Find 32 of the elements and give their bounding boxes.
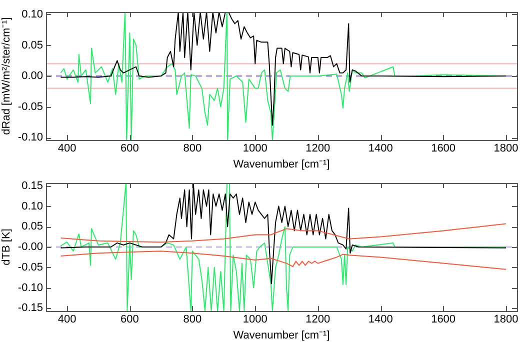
- y-tick-label: 0.10: [22, 200, 43, 212]
- x-tick-label: 1200: [306, 314, 330, 326]
- x-tick-label: 1600: [431, 314, 456, 326]
- y-tick-label: -0.15: [18, 302, 43, 314]
- x-tick-label: 1000: [242, 142, 268, 155]
- y-tick-label: -0.05: [18, 261, 43, 274]
- y-tick-label: 0.05: [22, 39, 43, 52]
- x-tick-label: 600: [120, 314, 139, 326]
- y-axis-title: dRad [mW/m²/ster/cm⁻¹]: [0, 17, 13, 135]
- y-tick-label: 0.15: [22, 180, 43, 192]
- x-tick-label: 1400: [368, 314, 393, 326]
- y-tick-label: -0.10: [18, 282, 43, 294]
- y-tick-label: 0.05: [22, 220, 43, 233]
- x-tick-label: 600: [120, 142, 139, 155]
- x-tick-label: 1600: [431, 142, 456, 155]
- x-tick-label: 800: [183, 142, 202, 155]
- x-axis-title: Wavenumber [cm⁻¹]: [233, 158, 330, 170]
- x-tick-label: 1800: [494, 142, 518, 155]
- x-tick-label: 1200: [306, 142, 330, 155]
- y-tick-label: 0.00: [22, 70, 43, 82]
- x-tick-label: 1000: [242, 314, 268, 326]
- y-tick-label: -0.00: [18, 241, 43, 254]
- x-tick-label: 400: [58, 142, 76, 155]
- y-tick-label: -0.10: [18, 132, 43, 144]
- x-tick-label: 400: [58, 314, 76, 326]
- y-tick-label: -0.05: [18, 100, 43, 113]
- x-tick-label: 800: [183, 314, 202, 326]
- y-axis-title: dTB [K]: [0, 228, 13, 266]
- x-tick-label: 1400: [368, 142, 393, 155]
- x-tick-label: 1800: [494, 314, 518, 326]
- x-axis-title: Wavenumber [cm⁻¹]: [233, 329, 330, 342]
- y-tick-label: 0.10: [22, 8, 43, 20]
